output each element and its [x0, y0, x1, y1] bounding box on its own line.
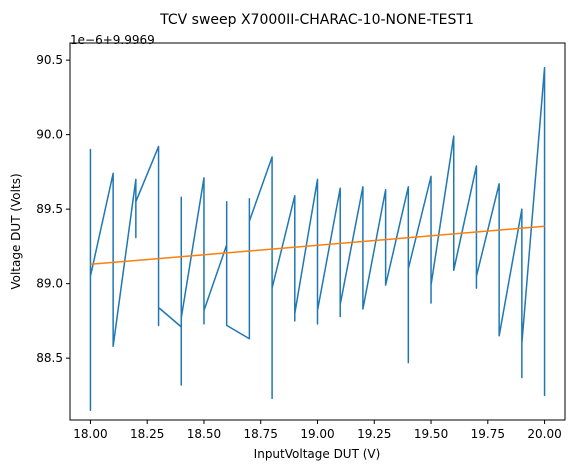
series-line-1	[89, 66, 546, 412]
x-tick-label: 18.25	[130, 427, 164, 441]
x-tick-label: 18.00	[73, 427, 107, 441]
y-tick-label: 90.5	[36, 53, 63, 67]
y-tick-label: 89.0	[36, 277, 63, 291]
series-line-2	[90, 225, 545, 266]
y-tick-label: 90.0	[36, 128, 63, 142]
x-tick-label: 18.75	[244, 427, 278, 441]
x-tick-label: 19.50	[414, 427, 448, 441]
y-offset-label: 1e−6+9.9969	[70, 33, 155, 47]
chart-title: TCV sweep X7000II-CHARAC-10-NONE-TEST1	[159, 12, 474, 28]
y-axis-label: Voltage DUT (Volts)	[9, 173, 23, 289]
plot-lines	[89, 66, 546, 412]
x-tick-label: 20.00	[527, 427, 561, 441]
x-tick-label: 18.50	[187, 427, 221, 441]
y-axis: 88.5 89.0 89.5 90.0 90.5	[36, 53, 70, 365]
y-tick-label: 88.5	[36, 351, 63, 365]
x-tick-label: 19.75	[471, 427, 505, 441]
x-axis: 18.00 18.25 18.50 18.75 19.00 19.25 19.50 19.75…	[73, 420, 562, 441]
x-tick-label: 19.25	[357, 427, 391, 441]
x-axis-label: InputVoltage DUT (V)	[254, 447, 381, 461]
y-tick-label: 89.5	[36, 202, 63, 216]
x-tick-label: 19.00	[300, 427, 334, 441]
